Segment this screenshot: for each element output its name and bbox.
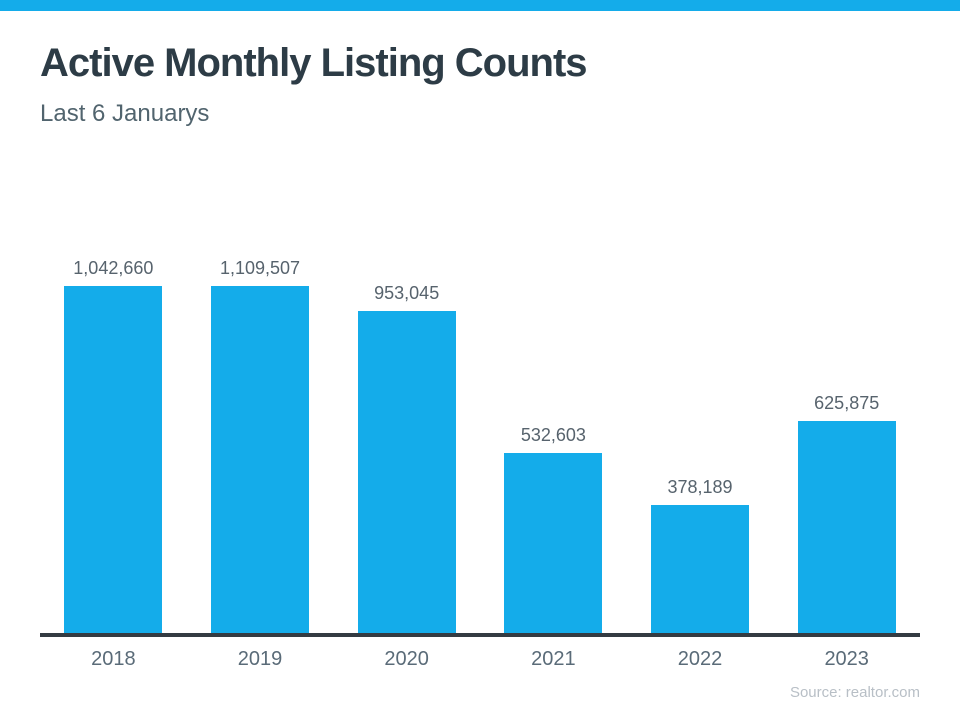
x-axis-tick-label: 2019 [237, 648, 283, 670]
bar-column: 1,042,660 [40, 258, 187, 633]
x-axis-tick-label: 2023 [824, 648, 869, 670]
bar-value-label: 1,109,507 [219, 258, 301, 278]
bar-value-label: 1,042,660 [73, 258, 154, 278]
bar [504, 453, 603, 633]
x-axis-tick-label: 2021 [531, 648, 576, 670]
source-attribution: Source: realtor.com [789, 684, 920, 701]
x-axis-tick-label: 2020 [384, 648, 429, 670]
bar-value-label: 532,603 [520, 425, 586, 445]
x-axis-line [40, 633, 920, 637]
top-accent-bar [0, 0, 960, 11]
bar [357, 311, 456, 633]
bar [797, 421, 896, 633]
bar [64, 286, 163, 633]
bar-chart: 1,042,660 1,109,507 953,045 532,603 378,189 6… [40, 258, 920, 633]
page-subtitle: Last 6 Januarys [40, 100, 210, 127]
bar [211, 286, 309, 633]
bar [651, 505, 749, 633]
page-title: Active Monthly Listing Counts [40, 41, 588, 85]
bar-column: 1,109,507 [187, 258, 334, 633]
bar-column: 378,189 [627, 258, 774, 633]
bar-value-label: 378,189 [667, 477, 733, 497]
bar-value-label: 625,875 [814, 393, 880, 413]
x-axis-tick-label: 2022 [677, 648, 723, 670]
x-axis-labels: 2018 2019 2020 2021 2022 2023 [40, 648, 920, 671]
bar-column: 625,875 [773, 258, 920, 633]
x-axis-tick-label: 2018 [91, 648, 136, 670]
bar-column: 532,603 [480, 258, 627, 633]
bar-column: 953,045 [333, 258, 480, 633]
bar-value-label: 953,045 [374, 283, 440, 303]
